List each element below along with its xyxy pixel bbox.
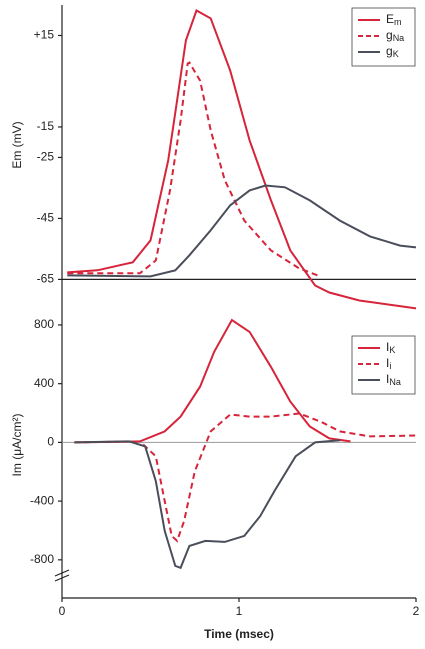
y-tick-label: -400 (30, 493, 54, 507)
x-tick-label: 1 (236, 604, 243, 618)
y-tick-label: 0 (47, 435, 54, 449)
x-tick-label: 0 (59, 604, 66, 618)
y-tick-label: -65 (37, 272, 55, 286)
series-line (74, 439, 340, 570)
y-tick-label: 400 (34, 376, 54, 390)
series-line (74, 318, 351, 444)
legend-label: IK (386, 340, 395, 355)
x-axis-label: Time (msec) (204, 627, 274, 641)
series-line (67, 61, 321, 278)
series-line (67, 9, 417, 310)
x-tick-label: 2 (413, 604, 420, 618)
legend-label: gNa (386, 28, 404, 43)
legend-label: INa (386, 372, 401, 387)
y-axis-label: Em (mV) (10, 121, 24, 168)
series-line (74, 412, 417, 543)
axis-break (54, 569, 70, 577)
y-tick-label: -45 (37, 211, 55, 225)
axis-break (54, 574, 70, 582)
y-tick-label: -25 (37, 150, 55, 164)
legend-label: Em (386, 12, 402, 27)
legend-label: Ii (386, 356, 391, 371)
legend-label: gK (386, 44, 399, 59)
series-line (67, 184, 417, 278)
y-tick-label: 800 (34, 317, 54, 331)
y-tick-label: -15 (37, 119, 55, 133)
y-tick-label: +15 (34, 28, 55, 42)
y-tick-label: -800 (30, 552, 54, 566)
y-axis-label: Im (μA/cm²) (10, 414, 24, 477)
